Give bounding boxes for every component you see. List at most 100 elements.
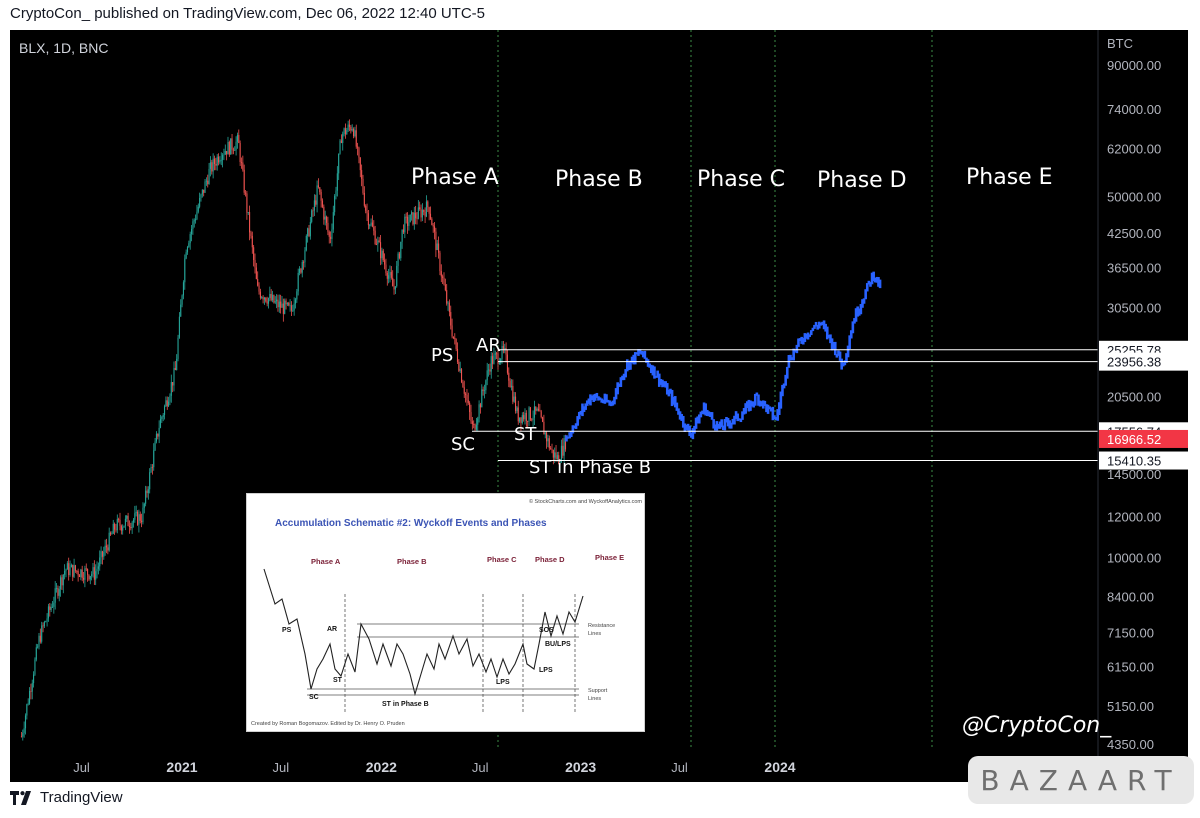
projection-candle	[795, 344, 799, 354]
candle-body	[351, 129, 353, 131]
candle-body	[517, 407, 519, 422]
projection-candle	[757, 394, 760, 406]
projection-candle	[702, 402, 706, 415]
candle-body	[432, 225, 434, 227]
candle-body	[290, 305, 292, 311]
candle-body	[77, 571, 79, 576]
candle-body	[247, 212, 249, 213]
candle-body	[184, 258, 186, 283]
candle-body	[100, 551, 102, 558]
y-tick-label: 42500.00	[1107, 226, 1161, 241]
x-axis[interactable]: Jul 2021 Jul 2022 Jul 2023 Jul 2024	[73, 759, 796, 775]
candle-body	[385, 264, 387, 273]
y-tick-label: 90000.00	[1107, 58, 1161, 73]
candle-body	[396, 265, 398, 287]
candle-body	[107, 547, 109, 551]
candle-body	[155, 433, 157, 442]
candle-body	[361, 170, 363, 179]
candle-body	[240, 161, 243, 163]
chart-panel[interactable]: Phase A Phase B Phase C Phase D Phase E PS AR…	[10, 30, 1188, 782]
candle-body	[181, 295, 183, 305]
candle-body	[402, 229, 405, 233]
candle-body	[68, 563, 70, 576]
candle-body	[54, 588, 56, 603]
candle-body	[274, 301, 276, 303]
projection-candle	[725, 416, 728, 423]
projection-candle	[864, 289, 867, 300]
projection-candle	[592, 394, 595, 402]
y-tick-label: 10000.00	[1107, 550, 1161, 565]
candle-body	[411, 212, 413, 215]
inset-event-label: LPS	[539, 667, 553, 674]
candle-body	[366, 210, 368, 214]
y-axis[interactable]: 90000.00 74000.00 62000.00 50000.00 42500.00…	[1107, 58, 1161, 752]
projection-candle	[798, 338, 802, 341]
y-tick-label: 62000.00	[1107, 142, 1161, 157]
projection-candle	[797, 338, 800, 347]
candle-body	[467, 400, 469, 403]
projection-candle	[670, 389, 674, 407]
candle-body	[263, 297, 265, 300]
projection-candle	[861, 299, 864, 308]
projection-candle	[814, 321, 818, 327]
projection-candle	[664, 381, 667, 388]
candle-body	[85, 568, 87, 570]
candle-body	[319, 187, 321, 193]
x-tick-label: 2022	[366, 759, 397, 775]
symbol-label[interactable]: BLX, 1D, BNC	[19, 40, 109, 56]
candle-body	[43, 621, 45, 627]
candle-body	[520, 417, 522, 423]
candle-body	[335, 190, 337, 197]
candle-body	[203, 189, 205, 193]
candle-body	[470, 412, 472, 422]
candle-body	[452, 336, 454, 338]
candle-body	[386, 272, 388, 279]
candle-body	[544, 432, 546, 435]
projection-candle	[613, 396, 616, 405]
candle-body	[479, 404, 481, 408]
candle-body	[555, 452, 557, 460]
candle-body	[190, 229, 193, 235]
candle-body	[253, 247, 255, 260]
chart-svg[interactable]: Phase A Phase B Phase C Phase D Phase E PS AR…	[10, 30, 1188, 782]
projection-candle	[829, 334, 832, 344]
projection-group	[565, 271, 882, 442]
candle-body	[269, 293, 271, 299]
candles-group	[20, 119, 567, 741]
projection-candle	[699, 411, 703, 418]
projection-candle	[803, 333, 807, 343]
projection-candle	[763, 400, 767, 407]
candle-body	[112, 523, 114, 534]
candle-body	[473, 424, 475, 425]
candle-body	[502, 346, 504, 349]
candle-body	[104, 545, 106, 552]
candle-body	[374, 230, 376, 245]
candle-body	[451, 325, 453, 337]
bazaart-watermark: BAZAART	[968, 756, 1194, 804]
candle-body	[45, 621, 47, 623]
footer[interactable]: TradingView	[10, 789, 123, 806]
projection-candle	[750, 401, 754, 407]
candle-body	[384, 260, 386, 265]
candle-body	[312, 210, 314, 212]
candle-body	[130, 527, 132, 529]
candle-body	[154, 441, 156, 451]
candle-body	[26, 704, 28, 716]
projection-candle	[793, 349, 797, 353]
projection-candle	[721, 425, 725, 431]
candle-body	[57, 587, 59, 596]
candle-body	[239, 143, 241, 162]
y-tick-label: 8400.00	[1107, 590, 1154, 605]
candle-body	[204, 181, 206, 193]
projection-candle	[680, 413, 683, 421]
candle-body	[524, 412, 526, 420]
candle-body	[142, 507, 144, 523]
candle-body	[81, 569, 83, 578]
candle-body	[490, 356, 492, 372]
projection-candle	[734, 411, 738, 419]
projection-candle	[643, 350, 647, 359]
candle-body	[246, 193, 248, 213]
projection-candle	[765, 404, 768, 413]
candle-body	[249, 212, 251, 233]
